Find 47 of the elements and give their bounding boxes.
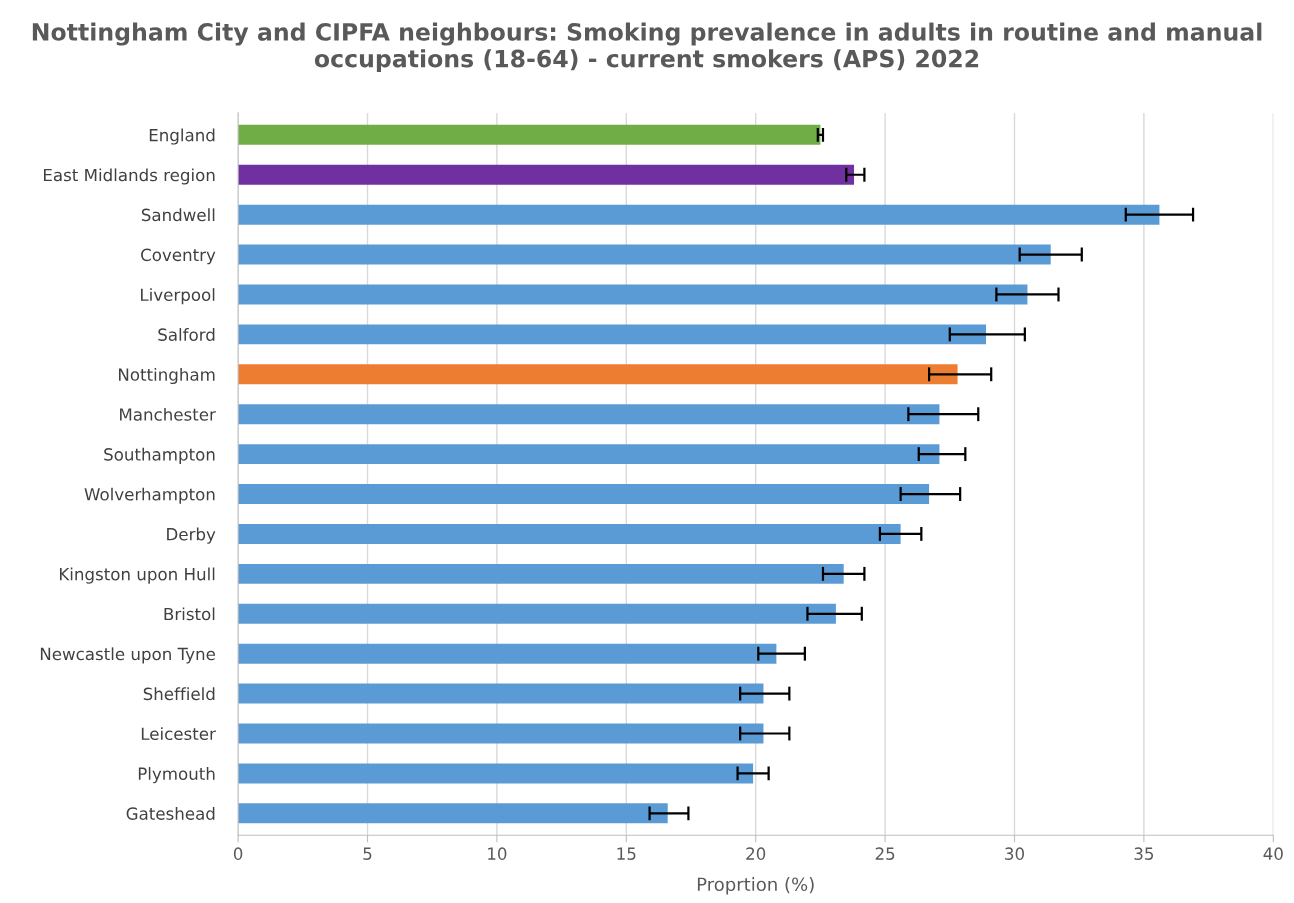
y-tick-label: Newcastle upon Tyne [40, 647, 215, 664]
bar [238, 164, 855, 185]
y-tick-label: Bristol [164, 607, 215, 621]
y-tick-label: Coventry [141, 248, 216, 265]
y-tick-label: Gateshead [126, 806, 215, 820]
x-tick-label: 10 [488, 847, 507, 860]
bar [238, 523, 901, 544]
bar [238, 484, 930, 505]
x-tick-label: 30 [1005, 847, 1024, 860]
bar [238, 444, 940, 465]
bar [238, 324, 987, 345]
y-tick-label: England [149, 128, 215, 145]
bar [238, 404, 940, 425]
y-tick-label: Derby [167, 527, 216, 544]
x-tick-label: 35 [1134, 847, 1154, 860]
bar [238, 204, 1160, 225]
bar [238, 803, 668, 824]
x-tick-label: 25 [875, 847, 895, 860]
y-tick-label: Liverpool [141, 288, 215, 305]
y-tick-label: Kingston upon Hull [59, 567, 215, 584]
x-tick-label: 40 [1263, 847, 1283, 860]
x-tick-label: 15 [617, 847, 636, 860]
y-tick-label: Salford [158, 328, 215, 341]
chart-title: Nottingham City and CIPFA neighbours: Smoking prevalence in adults in routine and manual occupations (18-64) - current smokers (APS) 2022 [32, 22, 1262, 73]
y-tick-label: Leicester [141, 727, 216, 741]
x-tick-label: 5 [363, 847, 372, 860]
bar [238, 244, 1051, 265]
bar [238, 763, 754, 784]
bar [238, 723, 764, 744]
bar [238, 603, 836, 624]
bar [238, 643, 777, 664]
bar [238, 563, 844, 584]
y-tick-label: Sandwell [141, 208, 215, 222]
y-tick-label: East Midlands region [43, 168, 215, 185]
x-tick-label: 0 [233, 847, 243, 860]
y-tick-label: Southampton [104, 447, 215, 464]
x-tick-label: 20 [746, 847, 766, 860]
bar [238, 284, 1028, 305]
y-tick-label: Wolverhampton [84, 487, 215, 504]
bar [238, 683, 764, 704]
y-tick-label: Nottingham [118, 367, 215, 385]
bar [238, 364, 958, 385]
y-tick-label: Manchester [120, 407, 216, 421]
bar [238, 124, 821, 145]
x-axis-title: Proprtion (%) [697, 877, 814, 895]
y-tick-label: Plymouth [138, 767, 215, 784]
y-tick-label: Sheffield [143, 687, 215, 701]
